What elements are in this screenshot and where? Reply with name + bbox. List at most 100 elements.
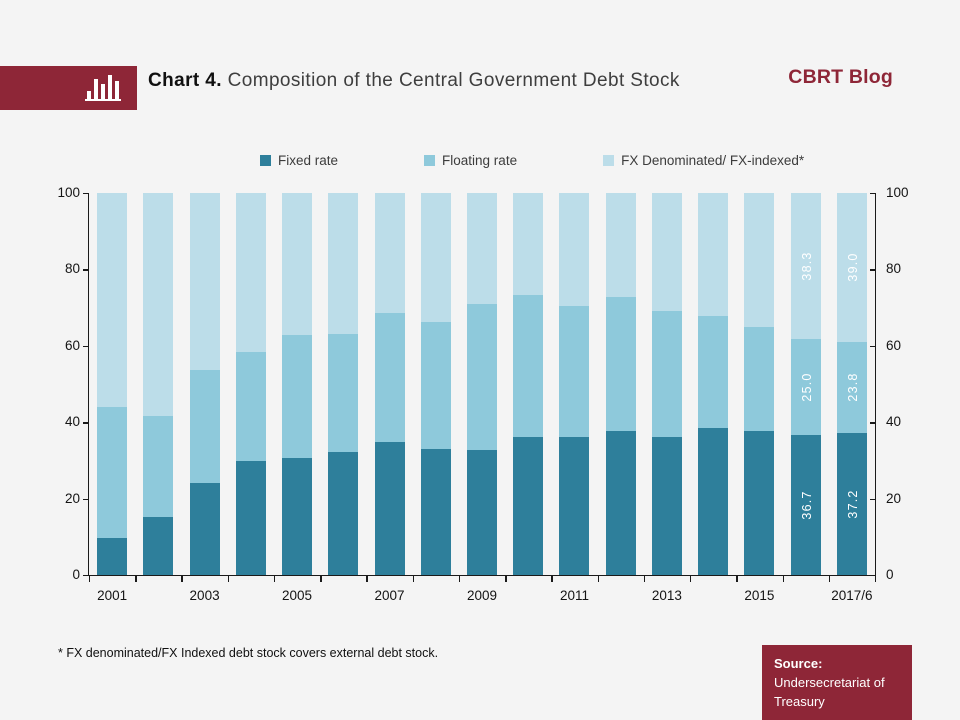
bar-segment-fx <box>651 193 682 312</box>
x-axis-label: 2007 <box>374 588 405 603</box>
bar-value-label: 39.0 <box>845 252 860 283</box>
x-axis-tick <box>89 576 91 582</box>
chart-title-number: Chart 4. <box>148 70 222 91</box>
legend-swatch-icon <box>260 155 271 166</box>
x-axis-tick <box>412 576 415 582</box>
legend-swatch-icon <box>424 155 436 166</box>
x-axis-label: 2005 <box>282 588 313 603</box>
bar-segment-floating <box>420 322 451 449</box>
y-axis-label-right: 0 <box>886 567 894 582</box>
bar-segment-fixed <box>698 428 729 575</box>
bar-segment-floating <box>235 351 266 461</box>
x-axis-label: 2003 <box>189 588 220 603</box>
y-axis-right-line <box>875 193 877 575</box>
x-axis-label: 2009 <box>466 588 498 603</box>
bar-segment-fixed <box>836 432 867 575</box>
bar-value-label: 37.2 <box>845 489 860 519</box>
source-box: Source: Undersecretariat of Treasury <box>762 645 912 720</box>
bar-segment-fx <box>513 193 544 296</box>
y-axis-tick-left <box>83 575 88 577</box>
bar-segment-fixed <box>467 450 497 575</box>
bar-value-label: 23.8 <box>845 372 860 403</box>
legend-swatch-icon <box>603 155 615 166</box>
x-axis-line <box>88 575 876 577</box>
bar-segment-floating <box>790 339 821 435</box>
y-axis-label-right: 60 <box>886 337 902 353</box>
bar-segment-floating <box>651 311 682 437</box>
legend-label: Floating rate <box>442 153 518 168</box>
brand-logo-text: CBRT Blog <box>788 66 893 88</box>
bar-segment-fixed <box>328 452 359 575</box>
bar-segment-fixed <box>420 448 451 575</box>
bar-value-label: 25.0 <box>799 372 814 402</box>
bar-segment-fx <box>282 193 313 336</box>
bar-segment-fx <box>698 193 729 316</box>
bar-segment-fixed <box>143 516 174 575</box>
chart-title: Chart 4. Composition of the Central Gove… <box>148 68 696 94</box>
y-axis-tick-right <box>870 422 875 424</box>
y-axis-label-left: 0 <box>72 567 80 582</box>
bar-segment-fx <box>744 193 775 327</box>
bar-segment-fx <box>97 193 128 407</box>
y-axis-label-right: 40 <box>886 414 902 430</box>
x-axis-label: 2015 <box>744 588 775 603</box>
bar-segment-fx <box>235 193 266 352</box>
legend-item-floating-rate: Floating rate <box>424 153 517 168</box>
bar-segment-fixed <box>651 436 682 575</box>
x-axis-label: 2011 <box>559 588 589 603</box>
bar-segment-fixed <box>282 458 313 575</box>
y-axis-label-left: 20 <box>64 490 80 506</box>
y-axis-label-right: 80 <box>886 261 902 277</box>
y-axis-tick-left <box>83 498 88 500</box>
bar-segment-fixed <box>559 436 590 575</box>
bar-segment-floating <box>282 335 313 459</box>
y-axis-label-right: 20 <box>886 490 902 506</box>
bar-segment-floating <box>559 306 590 437</box>
x-axis-tick <box>458 576 461 582</box>
x-axis-label: 2001 <box>97 588 128 603</box>
bar-segment-fixed <box>235 460 266 575</box>
x-axis-tick <box>551 576 553 582</box>
y-axis-label-left: 80 <box>64 261 80 277</box>
bar-segment-fixed <box>790 434 821 575</box>
bar-segment-fixed <box>189 482 220 575</box>
x-axis-tick <box>181 576 183 582</box>
bar-segment-fixed <box>97 537 128 575</box>
x-axis-tick <box>227 576 230 582</box>
y-axis-left-line <box>88 193 90 575</box>
x-axis-tick <box>782 576 784 582</box>
legend-label: Fixed rate <box>278 153 339 168</box>
legend-item-fx-denominated-fx-indexed-: FX Denominated/ FX-indexed* <box>603 153 804 168</box>
bar-segment-fx <box>605 193 636 298</box>
bar-segment-floating <box>374 313 405 443</box>
legend-item-fixed-rate: Fixed rate <box>260 153 338 168</box>
y-axis-tick-right <box>870 345 875 348</box>
y-axis-tick-left <box>83 193 88 195</box>
y-axis-label-left: 60 <box>64 337 80 353</box>
bar-segment-fixed <box>374 442 405 575</box>
x-axis-label: 2013 <box>651 588 682 603</box>
bar-segment-fx <box>189 193 220 370</box>
bar-segment-floating <box>744 326 775 431</box>
x-axis-tick <box>875 576 877 582</box>
x-axis-tick <box>366 576 368 582</box>
y-axis-tick-left <box>83 269 88 271</box>
bar-segment-fx <box>836 193 867 342</box>
bar-segment-fixed <box>605 430 636 575</box>
y-axis-tick-left <box>83 345 88 348</box>
bar-segment-fx <box>790 193 821 340</box>
x-axis-tick <box>828 576 831 582</box>
x-axis-tick <box>273 576 276 582</box>
y-axis-tick-right <box>870 575 875 577</box>
x-axis-tick <box>736 576 738 582</box>
bar-value-label: 38.3 <box>799 251 814 281</box>
footnote: * FX denominated/FX Indexed debt stock c… <box>58 646 439 660</box>
bar-segment-floating <box>328 333 359 453</box>
bar-chart-icon <box>83 69 127 108</box>
legend-label: FX Denominated/ FX-indexed* <box>621 153 805 168</box>
bar-segment-floating <box>97 406 128 538</box>
bar-segment-fx <box>374 193 405 314</box>
x-axis-tick <box>505 576 507 582</box>
source-text: Undersecretariat of Treasury <box>774 674 885 709</box>
